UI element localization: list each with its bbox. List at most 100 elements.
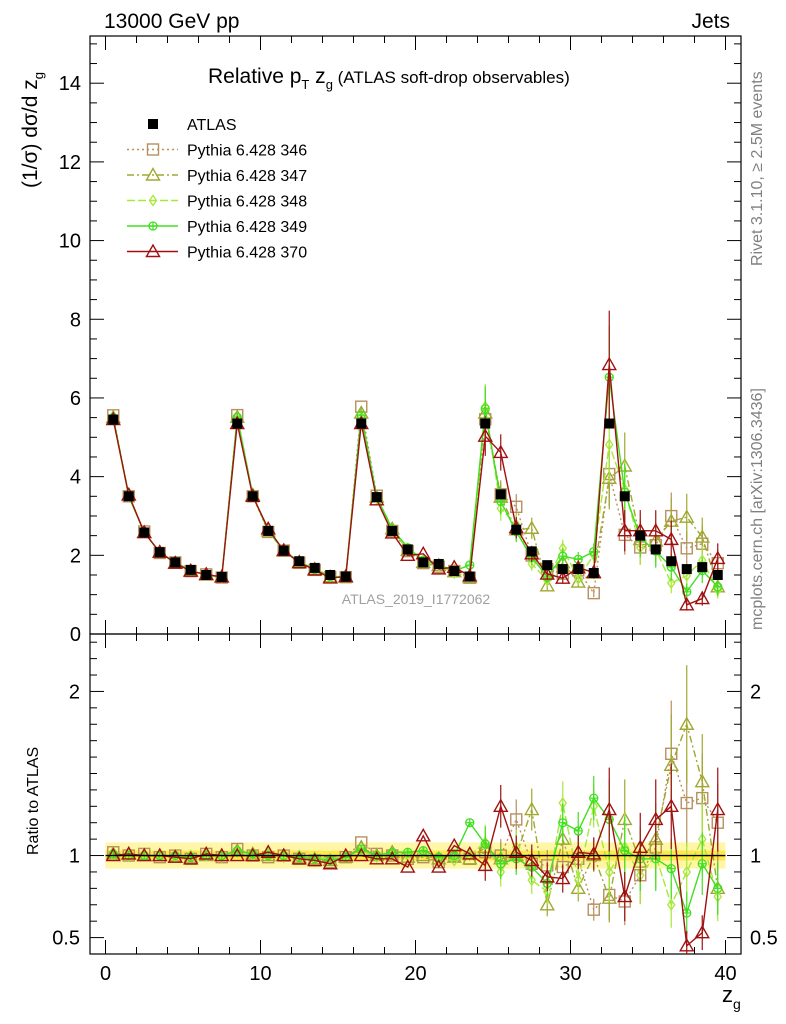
atlas-point: [557, 564, 568, 575]
series-ratio-point: [601, 890, 617, 904]
atlas-point: [356, 418, 367, 429]
atlas-point: [697, 562, 708, 573]
series-ratio-point: [586, 845, 602, 860]
series-point: [573, 572, 583, 585]
atlas-point: [526, 546, 537, 557]
atlas-point: [170, 557, 181, 568]
atlas-point: [495, 489, 506, 500]
series-ratio-point: [214, 847, 230, 862]
series-line-top: [112, 377, 719, 594]
atlas-point: [464, 571, 475, 582]
title-sub2: g: [326, 77, 333, 92]
atlas-point: [681, 564, 692, 575]
series-ratio-point: [555, 831, 571, 845]
atlas-point: [433, 558, 444, 569]
ratio-y-tick-label-left: 1: [69, 846, 80, 868]
plot-title: Relative pT zg (ATLAS soft-drop observab…: [208, 65, 570, 92]
series-ratio-point: [694, 773, 710, 788]
legend-atlas-label: ATLAS: [187, 117, 237, 134]
series-ratio-point: [510, 813, 523, 826]
y-tick-label-top: 14: [59, 73, 81, 95]
series-ratio-point: [524, 801, 540, 816]
legend-series-label: Pythia 6.428 346: [187, 143, 307, 160]
series-ratio-point: [617, 888, 633, 903]
y-tick-label-top: 12: [59, 152, 81, 174]
series-ratio-point: [198, 845, 214, 860]
series-ratio-point: [415, 847, 431, 862]
atlas-point: [340, 571, 351, 582]
title-main2: z: [309, 65, 325, 88]
header-right-label: Jets: [691, 10, 730, 33]
atlas-point: [387, 525, 398, 536]
series-ratio-point: [462, 845, 478, 860]
series-ratio-point: [477, 857, 493, 872]
atlas-point: [139, 527, 150, 538]
series-5: [105, 310, 726, 954]
header-left-label: 13000 GeV pp: [104, 10, 239, 33]
series-line-ratio: [113, 803, 719, 948]
atlas-point: [511, 524, 522, 535]
series-ratio-point: [508, 844, 524, 858]
series-line-top: [112, 412, 719, 588]
series-ratio-point: [694, 924, 710, 939]
series-line-top: [112, 406, 719, 596]
ratio-y-tick-label-right: 2: [750, 681, 761, 703]
series-point: [710, 550, 726, 565]
atlas-point: [216, 571, 227, 582]
series-ratio-point: [573, 874, 583, 887]
atlas-point: [232, 418, 243, 429]
atlas-point: [650, 544, 661, 555]
series-point: [400, 547, 416, 562]
series-point: [539, 566, 555, 580]
y-tick-label-top: 4: [70, 467, 81, 489]
atlas-data-layer: [105, 414, 726, 857]
series-point: [601, 356, 617, 371]
series-point: [587, 586, 600, 600]
atlas-point: [278, 545, 289, 556]
legend-series-marker: [145, 167, 161, 181]
y-tick-label-top: 6: [70, 388, 81, 410]
legend-series-marker: [145, 243, 161, 258]
ratio-y-tick-label-right: 0.5: [750, 928, 778, 950]
series-ratio-point: [136, 847, 152, 862]
series-ratio-point: [384, 850, 400, 865]
series-ratio-point: [570, 844, 586, 858]
atlas-point: [154, 547, 165, 558]
ratio-panel-frame: [89, 633, 742, 955]
atlas-point: [402, 544, 413, 555]
series-ratio-point: [400, 849, 416, 863]
series-point: [477, 428, 493, 442]
atlas-point: [108, 414, 119, 425]
legend-series-label: Pythia 6.428 349: [187, 219, 307, 236]
series-point: [666, 576, 676, 590]
series-point: [555, 570, 571, 584]
atlas-point: [635, 530, 646, 541]
legend-atlas-marker: [148, 119, 158, 129]
series-ratio-point: [415, 827, 431, 842]
title-sub: T: [301, 77, 309, 92]
series-ratio-point: [682, 865, 692, 879]
series-ratio-point: [587, 903, 600, 916]
atlas-point: [309, 562, 320, 573]
series-ratio-point: [369, 850, 385, 865]
atlas-point: [123, 491, 134, 502]
atlas-point: [666, 556, 677, 567]
series-point: [570, 574, 586, 588]
series-point: [601, 470, 617, 484]
series-ratio-point: [710, 801, 726, 816]
atlas-point: [294, 556, 305, 567]
x-tick-label: 30: [559, 963, 581, 985]
y-axis-label-bottom: Ratio to ATLAS: [25, 747, 42, 855]
series-point: [694, 590, 710, 605]
x-tick-label: 10: [249, 963, 271, 985]
series-point: [539, 577, 555, 592]
series-ratio-point: [167, 849, 183, 863]
y-tick-label-top: 2: [70, 545, 81, 567]
series-ratio-point: [105, 847, 121, 862]
atlas-point: [185, 564, 196, 575]
series-ratio-point: [307, 852, 323, 867]
series-point: [680, 542, 693, 555]
atlas-point: [712, 569, 723, 580]
series-ratio-point: [666, 898, 676, 911]
